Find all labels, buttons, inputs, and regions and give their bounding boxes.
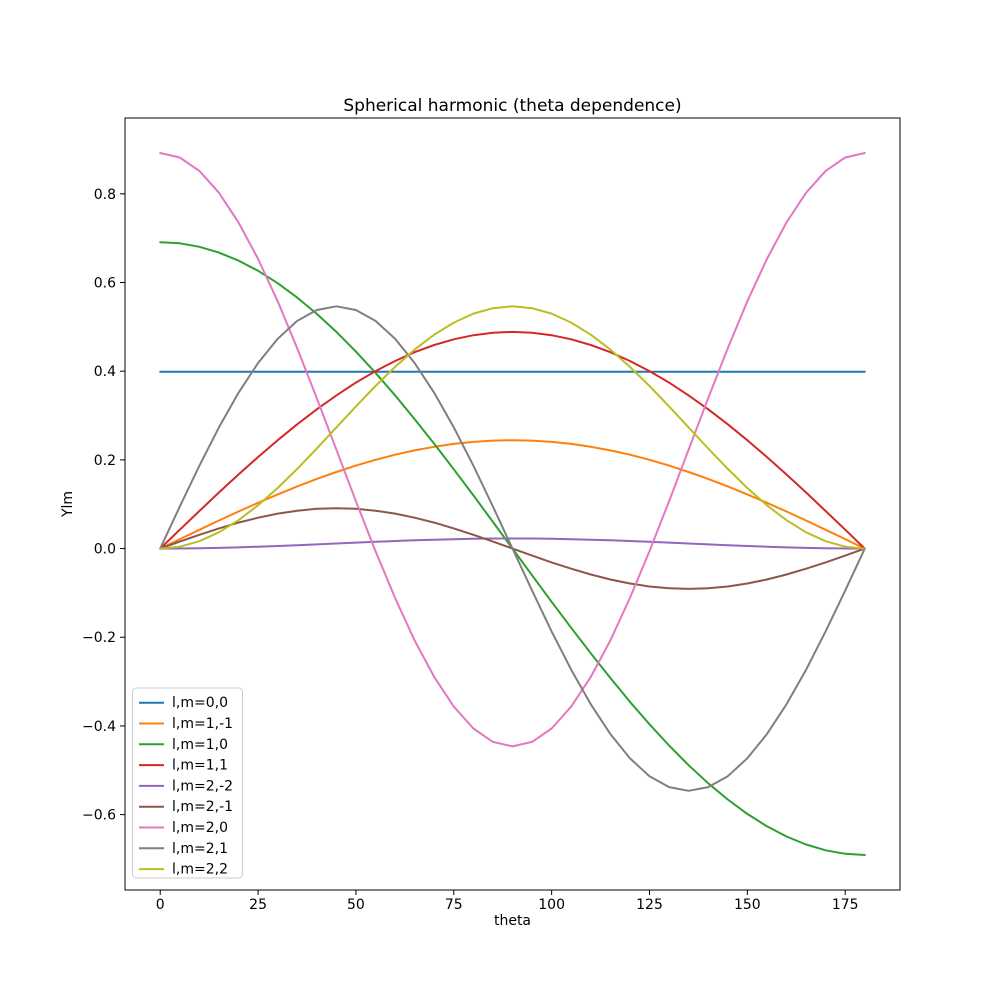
legend-entry-label: l,m=2,-1 xyxy=(172,799,233,815)
y-axis-label: Ylm xyxy=(60,491,76,518)
series-line-7 xyxy=(159,305,866,792)
legend-entry-label: l,m=2,1 xyxy=(172,841,228,857)
x-axis-ticks: 0 25 50 75 100 125 150 175 xyxy=(156,890,859,913)
y-tick-label: 0.4 xyxy=(94,364,116,380)
legend-entry-label: l,m=2,0 xyxy=(172,820,228,836)
x-tick-label: 0 xyxy=(156,897,165,913)
y-axis-ticks: −0.6 −0.4 −0.2 0.0 0.2 0.4 0.6 0.8 xyxy=(82,187,125,824)
y-tick-label: 0.6 xyxy=(94,276,116,292)
y-tick-label: −0.2 xyxy=(82,630,116,646)
x-tick-label: 75 xyxy=(445,897,463,913)
x-axis-label: theta xyxy=(494,913,531,929)
legend-entry-label: l,m=1,1 xyxy=(172,758,228,774)
x-tick-label: 125 xyxy=(636,897,663,913)
series-line-3 xyxy=(159,330,866,550)
y-tick-label: −0.4 xyxy=(82,719,116,735)
plot-area-border xyxy=(124,117,901,891)
y-tick-label: −0.6 xyxy=(82,808,116,824)
x-tick-label: 25 xyxy=(249,897,267,913)
series-line-8 xyxy=(159,305,866,550)
legend-entry-label: l,m=1,0 xyxy=(172,737,228,753)
legend-box xyxy=(132,687,243,879)
chart-title: Spherical harmonic (theta dependence) xyxy=(343,96,681,116)
x-tick-label: 50 xyxy=(347,897,365,913)
legend-entry-label: l,m=1,-1 xyxy=(172,716,233,732)
series-line-6 xyxy=(159,152,866,748)
legend: l,m=0,0 l,m=1,-1 l,m=1,0 l,m=1,1 l,m=2,-2 l,m… xyxy=(132,687,243,879)
legend-entry-label: l,m=2,2 xyxy=(172,862,228,878)
legend-entry-label: l,m=2,-2 xyxy=(172,778,233,794)
y-tick-label: 0.8 xyxy=(94,187,116,203)
y-tick-label: 0.0 xyxy=(94,542,116,558)
y-tick-label: 0.2 xyxy=(94,453,116,469)
series-lines xyxy=(159,152,866,856)
series-line-1 xyxy=(159,439,866,550)
x-tick-label: 150 xyxy=(734,897,761,913)
x-tick-label: 175 xyxy=(832,897,859,913)
legend-entry-label: l,m=0,0 xyxy=(172,695,228,711)
x-tick-label: 100 xyxy=(538,897,565,913)
series-line-4 xyxy=(159,537,866,550)
